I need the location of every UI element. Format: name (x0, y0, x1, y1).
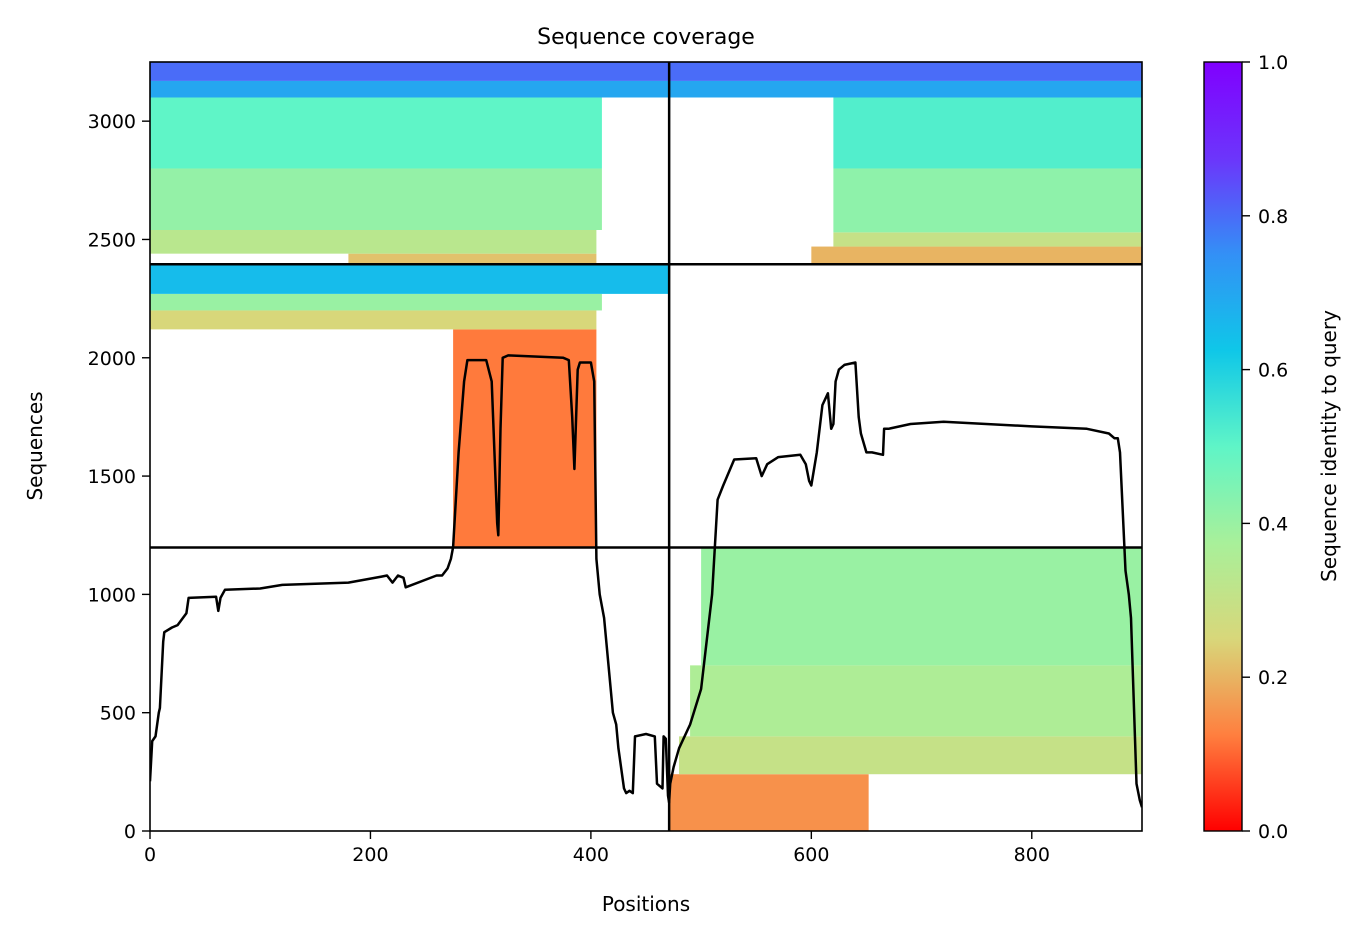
chart-title: Sequence coverage (537, 25, 755, 50)
x-axis-label: Positions (602, 892, 690, 916)
block-dividers (150, 62, 1142, 831)
colorbar-label: Sequence identity to query (1317, 310, 1341, 582)
y-tick-label: 2000 (88, 348, 136, 370)
x-tick-label: 800 (1014, 844, 1050, 866)
coverage-band (669, 62, 1142, 81)
x-tick-label: 600 (793, 844, 829, 866)
coverage-band (811, 246, 1142, 265)
block-top-left (150, 62, 670, 265)
coverage-band (833, 97, 1142, 169)
y-axis: 0 500 1000 1500 2000 2500 3000 (88, 111, 150, 843)
colorbar-tick-label: 0.0 (1258, 821, 1288, 843)
coverage-band (679, 736, 1142, 775)
coverage-band (701, 547, 1142, 666)
coverage-band (150, 264, 670, 294)
x-tick-label: 0 (144, 844, 156, 866)
block-top-right (669, 62, 1142, 265)
coverage-band (150, 168, 602, 230)
y-tick-label: 2500 (88, 229, 136, 251)
y-tick-label: 3000 (88, 111, 136, 133)
y-tick-label: 1000 (88, 584, 136, 606)
colorbar-tick-label: 0.8 (1258, 206, 1288, 228)
coverage-band (150, 310, 597, 330)
coverage-band (669, 774, 869, 831)
x-tick-label: 400 (573, 844, 609, 866)
colorbar-tick-label: 0.6 (1258, 360, 1288, 382)
coverage-band (150, 229, 597, 254)
x-tick-label: 200 (352, 844, 388, 866)
block-bottom-right (669, 547, 1142, 831)
coverage-band (669, 80, 1142, 98)
plot-frame (149, 61, 1143, 832)
coverage-band (150, 62, 670, 81)
coverage-band (833, 168, 1142, 233)
coverage-band (348, 253, 597, 265)
colorbar-tick-label: 0.2 (1258, 667, 1288, 689)
colorbar-tick-label: 1.0 (1258, 52, 1288, 74)
coverage-band (150, 293, 602, 311)
coverage-line (150, 354, 1142, 808)
colorbar-tick-label: 0.4 (1258, 513, 1288, 535)
y-axis-label: Sequences (23, 391, 47, 500)
colorbar-axis: 0.0 0.2 0.4 0.6 0.8 1.0 (1242, 52, 1288, 843)
coverage-band (833, 232, 1142, 247)
colorbar (1203, 61, 1243, 832)
x-axis: 0 200 400 600 800 (144, 831, 1050, 866)
coverage-band (150, 97, 602, 169)
coverage-band (150, 80, 670, 98)
y-tick-label: 1500 (88, 466, 136, 488)
coverage-band (690, 665, 1142, 737)
y-tick-label: 0 (124, 821, 136, 843)
y-tick-label: 500 (100, 703, 136, 725)
